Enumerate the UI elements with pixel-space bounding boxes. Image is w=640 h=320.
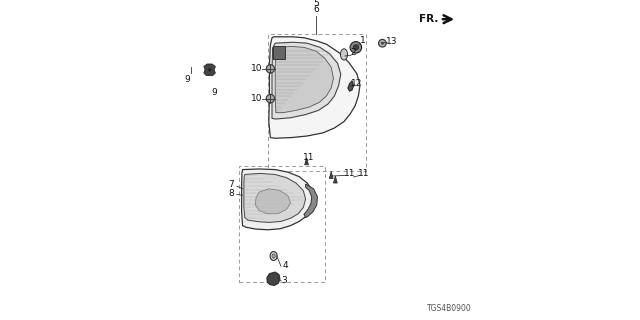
Bar	[239, 166, 325, 282]
Text: 9: 9	[184, 75, 190, 84]
Text: 11: 11	[344, 169, 355, 178]
Ellipse shape	[272, 254, 275, 258]
Text: 9: 9	[211, 88, 216, 97]
Text: 10: 10	[251, 94, 262, 103]
Polygon shape	[333, 176, 337, 183]
Text: 4: 4	[283, 261, 288, 270]
Polygon shape	[305, 158, 308, 165]
Polygon shape	[269, 37, 360, 138]
Text: 10: 10	[251, 64, 262, 73]
Polygon shape	[275, 46, 333, 113]
Text: FR.: FR.	[419, 14, 438, 24]
Text: TGS4B0900: TGS4B0900	[428, 304, 472, 313]
Polygon shape	[255, 189, 291, 214]
Text: 11: 11	[303, 153, 315, 162]
Polygon shape	[348, 81, 354, 91]
Text: 1: 1	[360, 36, 365, 45]
Text: 5: 5	[313, 0, 319, 8]
Circle shape	[379, 39, 386, 47]
Polygon shape	[204, 64, 215, 76]
Circle shape	[266, 65, 275, 73]
Bar	[273, 46, 285, 59]
Circle shape	[381, 42, 383, 44]
Text: 11: 11	[358, 169, 370, 178]
Text: 12: 12	[351, 79, 362, 88]
Text: 2: 2	[350, 48, 356, 57]
Ellipse shape	[340, 49, 348, 60]
Bar	[268, 34, 366, 171]
Circle shape	[353, 45, 358, 50]
Polygon shape	[329, 172, 333, 179]
Text: 3: 3	[282, 276, 287, 285]
Polygon shape	[267, 272, 280, 285]
Text: 8: 8	[228, 189, 234, 198]
Ellipse shape	[270, 252, 277, 260]
Circle shape	[266, 94, 275, 103]
Text: 13: 13	[386, 37, 397, 46]
Polygon shape	[242, 169, 314, 230]
Circle shape	[350, 42, 362, 53]
Text: 6: 6	[313, 5, 319, 14]
Polygon shape	[272, 42, 340, 119]
Polygon shape	[304, 184, 317, 218]
Text: 7: 7	[228, 180, 234, 189]
Polygon shape	[244, 173, 306, 222]
Circle shape	[208, 68, 211, 71]
